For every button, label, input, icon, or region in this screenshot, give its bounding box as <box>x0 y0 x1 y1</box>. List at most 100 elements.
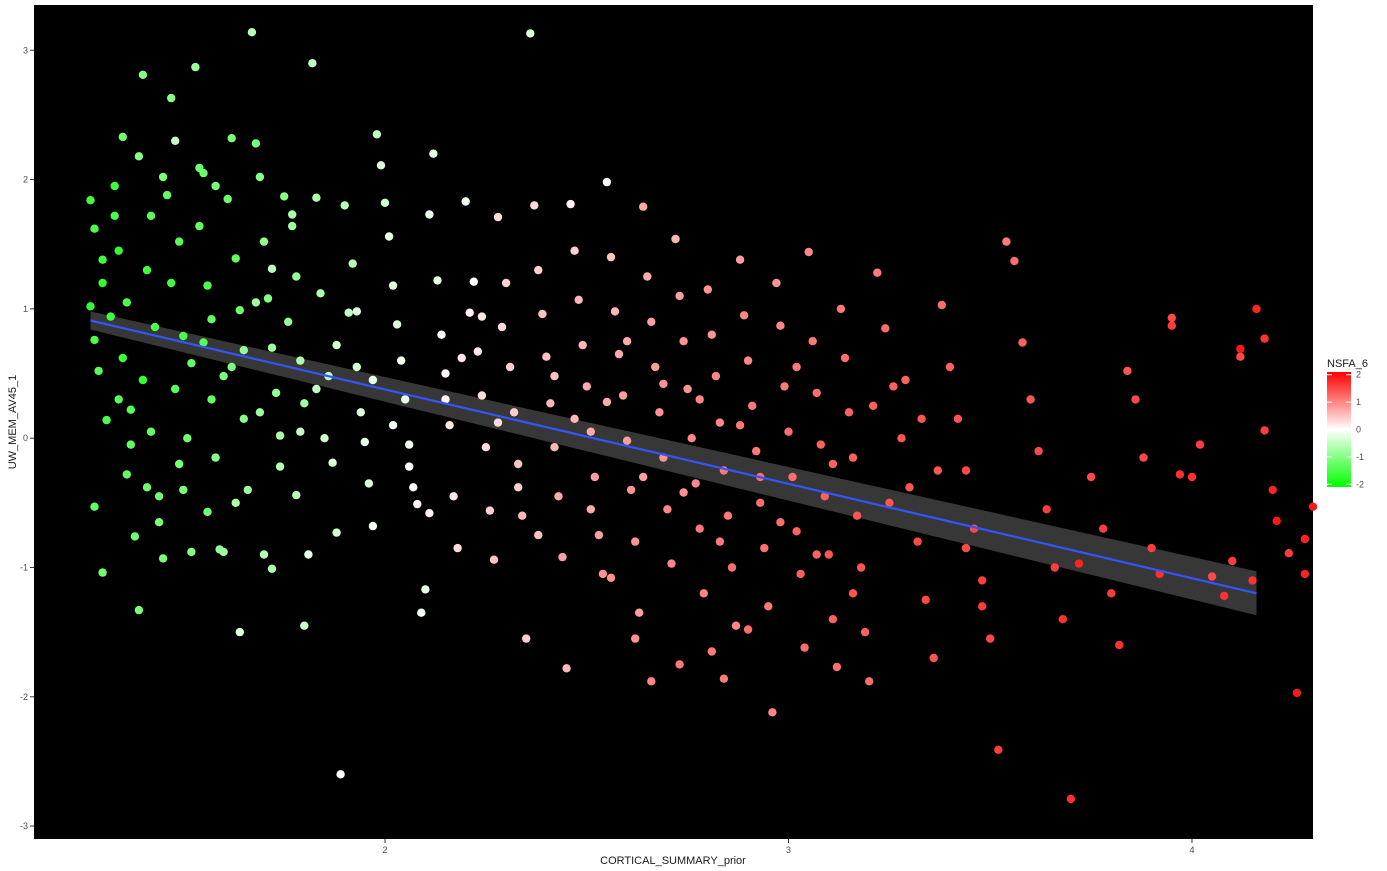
data-point <box>312 384 321 394</box>
data-point <box>86 302 95 311</box>
data-point <box>90 502 99 511</box>
data-point <box>1139 453 1148 462</box>
data-point <box>699 589 708 598</box>
data-point <box>195 221 204 231</box>
data-point <box>635 608 644 617</box>
data-point <box>856 563 866 572</box>
y-tick-label: 2 <box>23 175 28 185</box>
data-point <box>429 149 438 158</box>
y-tick-label: 3 <box>23 45 28 55</box>
data-point <box>816 440 825 449</box>
data-point <box>227 362 236 372</box>
y-tick-label: 1 <box>23 304 28 314</box>
data-point <box>203 281 212 290</box>
data-point <box>748 401 757 410</box>
data-point <box>207 395 216 404</box>
data-point <box>1195 440 1205 449</box>
data-point <box>316 289 325 298</box>
data-point <box>820 492 829 501</box>
data-point <box>1252 304 1261 314</box>
data-point <box>953 414 963 423</box>
data-point <box>901 375 910 385</box>
data-point <box>1086 472 1096 482</box>
data-point <box>1018 338 1027 347</box>
data-point <box>566 199 575 209</box>
data-point <box>179 485 188 495</box>
data-point <box>679 488 688 497</box>
data-point <box>663 505 672 514</box>
data-point <box>961 543 971 553</box>
data-point <box>183 434 192 443</box>
data-point <box>1074 559 1084 568</box>
data-point <box>731 621 741 630</box>
data-point <box>1228 556 1237 566</box>
data-point <box>154 518 164 527</box>
data-point <box>352 307 361 316</box>
data-point <box>812 388 821 398</box>
data-point <box>142 483 152 492</box>
data-point <box>340 201 349 210</box>
legend-title: NSFA_6 <box>1327 358 1368 370</box>
data-point <box>477 312 487 321</box>
data-point <box>655 408 664 417</box>
data-point <box>542 352 551 361</box>
data-point <box>622 436 632 445</box>
data-point <box>368 375 378 385</box>
data-point <box>171 384 180 394</box>
data-point <box>397 356 406 365</box>
data-point <box>574 295 583 304</box>
data-point <box>739 311 749 320</box>
data-point <box>477 391 487 400</box>
data-point <box>86 196 95 205</box>
data-point <box>251 139 261 148</box>
data-point <box>275 431 285 440</box>
data-point <box>405 440 414 449</box>
data-point <box>405 462 414 471</box>
data-point <box>534 265 543 275</box>
data-point <box>167 278 176 288</box>
data-point <box>126 440 135 449</box>
y-axis: -3 -2 -1 0 1 2 3 <box>20 45 34 831</box>
data-point <box>586 505 595 514</box>
data-point <box>380 198 390 207</box>
data-point <box>752 446 761 456</box>
data-point <box>707 647 716 656</box>
data-point <box>211 453 220 462</box>
data-point <box>231 498 240 507</box>
data-point <box>259 550 269 559</box>
data-point <box>239 414 248 423</box>
x-tick-label: 2 <box>383 845 388 855</box>
data-point <box>288 210 297 219</box>
data-point <box>465 308 474 317</box>
data-point <box>671 234 680 244</box>
data-point <box>1300 569 1310 579</box>
data-point <box>860 627 870 637</box>
data-point <box>284 317 293 326</box>
data-point <box>546 399 555 408</box>
data-point <box>756 498 765 507</box>
data-point <box>481 443 491 452</box>
data-point <box>114 246 123 255</box>
data-point <box>514 459 523 469</box>
data-point <box>828 615 838 624</box>
data-point <box>606 252 616 262</box>
data-point <box>550 443 559 452</box>
color-legend: NSFA_6 -2 -1 0 1 2 <box>1327 358 1368 489</box>
data-point <box>873 268 882 277</box>
x-tick-label: 3 <box>786 845 791 855</box>
data-point <box>388 281 398 290</box>
data-point <box>106 312 115 321</box>
data-point <box>522 634 531 643</box>
data-point <box>1175 470 1185 479</box>
data-point <box>913 537 922 546</box>
data-point <box>1272 516 1281 526</box>
data-point <box>231 254 240 263</box>
data-point <box>320 434 329 443</box>
fit-line <box>90 319 1257 595</box>
data-point <box>267 264 277 273</box>
data-point <box>211 181 220 191</box>
data-point <box>586 427 595 436</box>
data-point <box>760 543 769 553</box>
data-point <box>1236 344 1245 354</box>
data-point <box>336 770 345 779</box>
